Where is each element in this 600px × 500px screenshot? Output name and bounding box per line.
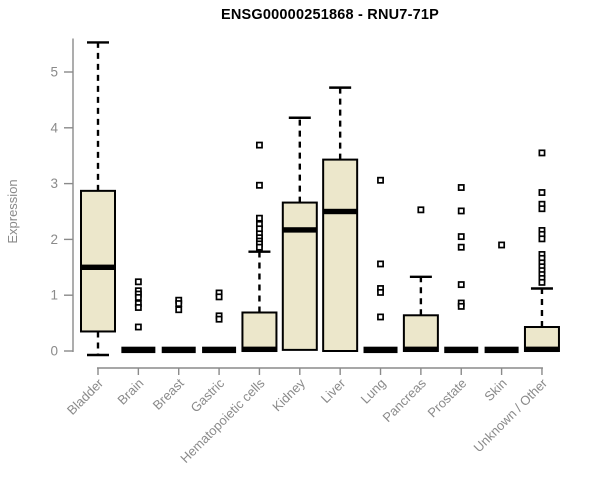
median-line-hematopoietic-cells: [242, 346, 277, 353]
y-tick-label: 5: [50, 65, 58, 80]
collapsed-box-skin: [484, 346, 519, 354]
outlier-point-gastric: [215, 293, 223, 301]
median-line-kidney: [282, 227, 317, 233]
x-tick-label-breast: Breast: [150, 375, 187, 412]
x-tick-label-lung: Lung: [358, 376, 389, 407]
box-kidney: [281, 201, 318, 351]
collapsed-box-brain: [121, 346, 156, 354]
x-tick-label-liver: Liver: [318, 375, 349, 406]
median-line-unknown-other: [524, 346, 559, 353]
outlier-point-unknown-other: [538, 205, 546, 213]
outlier-point-hematopoietic-cells: [255, 243, 263, 251]
outlier-point-lung: [377, 176, 384, 184]
outlier-point-lung: [377, 288, 384, 296]
outlier-point-brain: [134, 278, 142, 286]
x-tick-label-bladder: Bladder: [64, 375, 107, 418]
y-tick-label: 0: [50, 344, 58, 359]
box-pancreas: [402, 314, 439, 352]
outlier-point-prostate: [457, 207, 465, 215]
y-axis-title: Expression: [5, 179, 20, 243]
y-tick-label: 1: [50, 288, 58, 303]
outlier-point-prostate: [457, 302, 465, 310]
median-line-pancreas: [403, 346, 438, 353]
collapsed-box-gastric: [202, 346, 237, 354]
outlier-point-unknown-other: [538, 278, 546, 286]
outlier-point-prostate: [457, 243, 465, 251]
outlier-point-prostate: [457, 184, 465, 191]
outlier-point-unknown-other: [538, 189, 546, 196]
outlier-point-brain: [134, 323, 142, 331]
y-tick-label: 2: [50, 232, 58, 247]
outlier-point-hematopoietic-cells: [255, 181, 263, 189]
outlier-point-hematopoietic-cells: [255, 141, 263, 149]
outlier-point-prostate: [457, 281, 465, 289]
y-tick-label: 3: [50, 176, 58, 191]
x-tick-label-brain: Brain: [114, 376, 146, 408]
chart-title: ENSG00000251868 - RNU7-71P: [221, 7, 439, 23]
outlier-point-pancreas: [417, 206, 425, 214]
y-tick-label: 4: [50, 120, 58, 135]
outlier-point-breast: [175, 306, 183, 314]
outlier-point-skin: [498, 241, 506, 249]
x-tick-label-gastric: Gastric: [187, 375, 227, 415]
box-bladder: [80, 189, 116, 333]
median-line-liver: [323, 208, 358, 215]
outlier-point-unknown-other: [538, 235, 546, 243]
x-tick-label-kidney: Kidney: [269, 375, 308, 414]
x-tick-label-prostate: Prostate: [425, 376, 470, 421]
x-tick-label-pancreas: Pancreas: [380, 375, 430, 425]
x-tick-label-skin: Skin: [481, 376, 509, 404]
collapsed-box-breast: [161, 346, 196, 354]
median-line-bladder: [81, 264, 115, 270]
collapsed-box-lung: [363, 346, 398, 354]
outlier-point-gastric: [215, 315, 223, 323]
outlier-point-hematopoietic-cells: [255, 214, 263, 222]
outlier-point-lung: [377, 313, 384, 321]
outlier-point-lung: [377, 260, 384, 268]
x-tick-label-unknown-other: Unknown / Other: [470, 375, 550, 455]
outlier-point-prostate: [457, 233, 465, 241]
outlier-point-unknown-other: [538, 149, 546, 157]
outlier-point-brain: [134, 293, 142, 301]
collapsed-box-prostate: [444, 346, 479, 354]
box-liver: [322, 158, 359, 352]
outlier-point-breast: [175, 300, 183, 308]
outlier-point-brain: [134, 304, 142, 311]
box-hematopoietic-cells: [241, 311, 278, 352]
